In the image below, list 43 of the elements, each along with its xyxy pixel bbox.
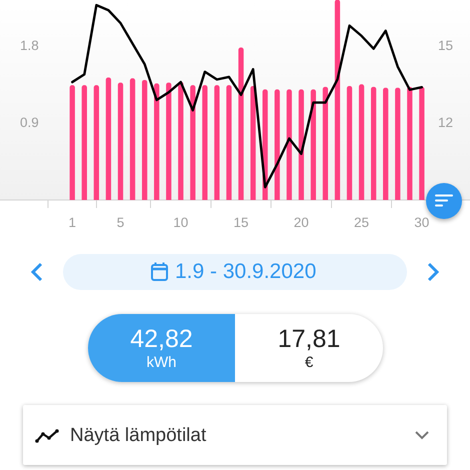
bar [358,84,364,200]
bar [166,82,172,200]
bar [70,85,75,200]
bar [274,89,280,200]
bar [250,86,256,200]
segmented-toggle: 42,82 kWh 17,81 € [88,314,383,382]
x-tick-label: 15 [234,214,249,230]
bar [142,80,148,200]
y2-tick-label: 15 [438,38,453,53]
bar [419,86,424,200]
text: Näytä lämpötilat [70,424,206,448]
bar [395,88,400,200]
bar [94,85,100,200]
bar [298,89,304,200]
bar [82,85,87,200]
x-tick-label: 10 [173,214,188,230]
x-tick-label: 5 [116,214,124,230]
text: 1.9 - 30.9.2020 [175,259,316,285]
bar [334,0,340,200]
bar [178,82,184,200]
bar [154,83,160,200]
y-tick-label: 0.9 [20,114,39,130]
y2-tick-label: 12 [438,114,453,130]
bar [106,77,112,200]
bar [346,86,352,200]
bar [190,85,196,200]
x-tick-label: 30 [414,214,430,230]
bar [238,48,244,200]
x-tick-label: 25 [354,214,370,230]
bar [286,89,292,200]
bar [407,86,412,200]
x-tick-label: 20 [294,214,309,230]
bar [370,86,376,200]
bar [214,85,220,200]
bar [383,88,388,200]
bar [202,85,208,200]
y-tick-label: 1.8 [20,38,39,53]
bar [118,82,124,200]
bar [130,78,136,200]
bar [322,86,328,200]
bar [310,89,316,200]
bar [226,85,232,200]
x-tick-label: 1 [68,214,76,230]
